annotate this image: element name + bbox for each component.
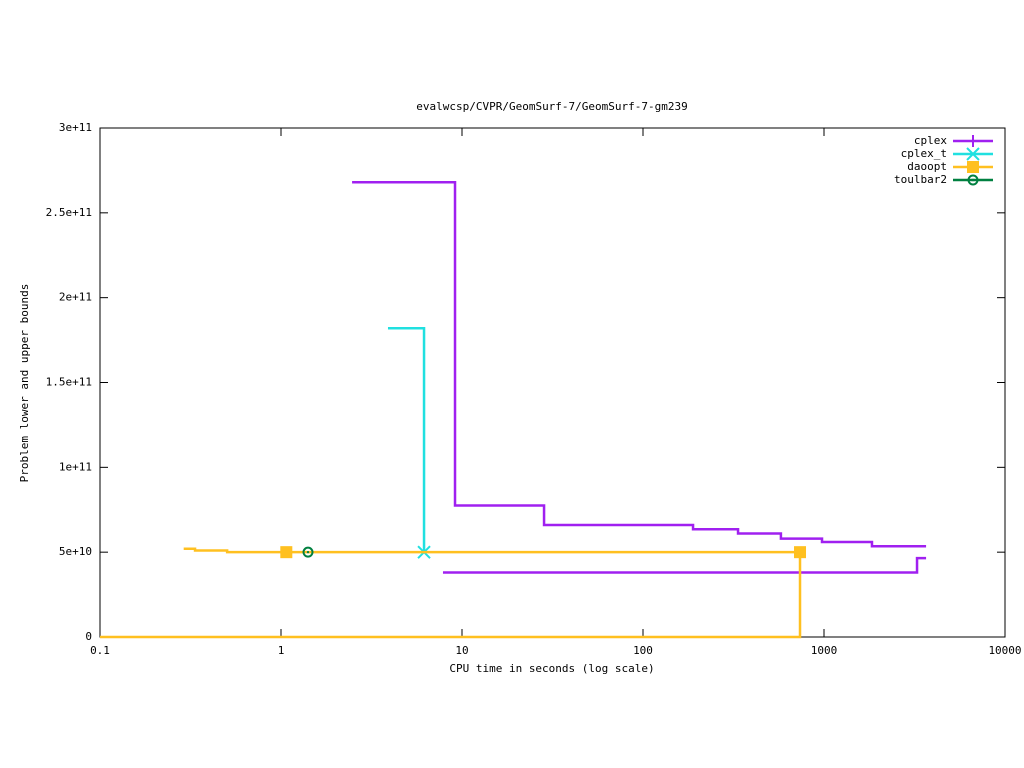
marker-part [306, 550, 310, 554]
x-axis-label: CPU time in seconds (log scale) [449, 662, 654, 675]
marker-part [967, 174, 979, 186]
series-line [352, 181, 927, 574]
marker [967, 174, 979, 186]
marker-part [967, 135, 979, 147]
series-line [387, 326, 426, 553]
chart-title: evalwcsp/CVPR/GeomSurf-7/GeomSurf-7-gm23… [416, 100, 688, 113]
y-tick-label: 2e+11 [59, 291, 92, 304]
x-tick-label: 10 [455, 644, 468, 657]
marker [794, 546, 807, 559]
legend-label: daoopt [907, 160, 947, 173]
marker-part [280, 546, 293, 559]
x-tick-label: 1000 [811, 644, 838, 657]
x-tick-label: 1 [278, 644, 285, 657]
y-tick-label: 5e+10 [59, 545, 92, 558]
y-tick-label: 0 [85, 630, 92, 643]
y-tick-label: 1.5e+11 [46, 376, 92, 389]
x-tick-label: 10000 [988, 644, 1021, 657]
marker [966, 147, 980, 161]
marker-part [971, 178, 975, 182]
y-tick-label: 1e+11 [59, 460, 92, 473]
marker [302, 546, 314, 558]
marker-part [794, 546, 807, 559]
y-tick-label: 2.5e+11 [46, 206, 92, 219]
series-line [100, 547, 802, 639]
marker-part [302, 546, 314, 558]
y-axis-label: Problem lower and upper bounds [18, 284, 31, 483]
marker [280, 546, 293, 559]
marker-part [966, 147, 980, 161]
marker [967, 161, 979, 173]
legend-label: cplex [914, 134, 947, 147]
legend-label: cplex_t [901, 147, 947, 160]
x-tick-label: 0.1 [90, 644, 110, 657]
y-tick-label: 3e+11 [59, 121, 92, 134]
marker [967, 135, 979, 147]
legend-label: toulbar2 [894, 173, 947, 186]
x-tick-label: 100 [633, 644, 653, 657]
marker-part [967, 161, 979, 173]
